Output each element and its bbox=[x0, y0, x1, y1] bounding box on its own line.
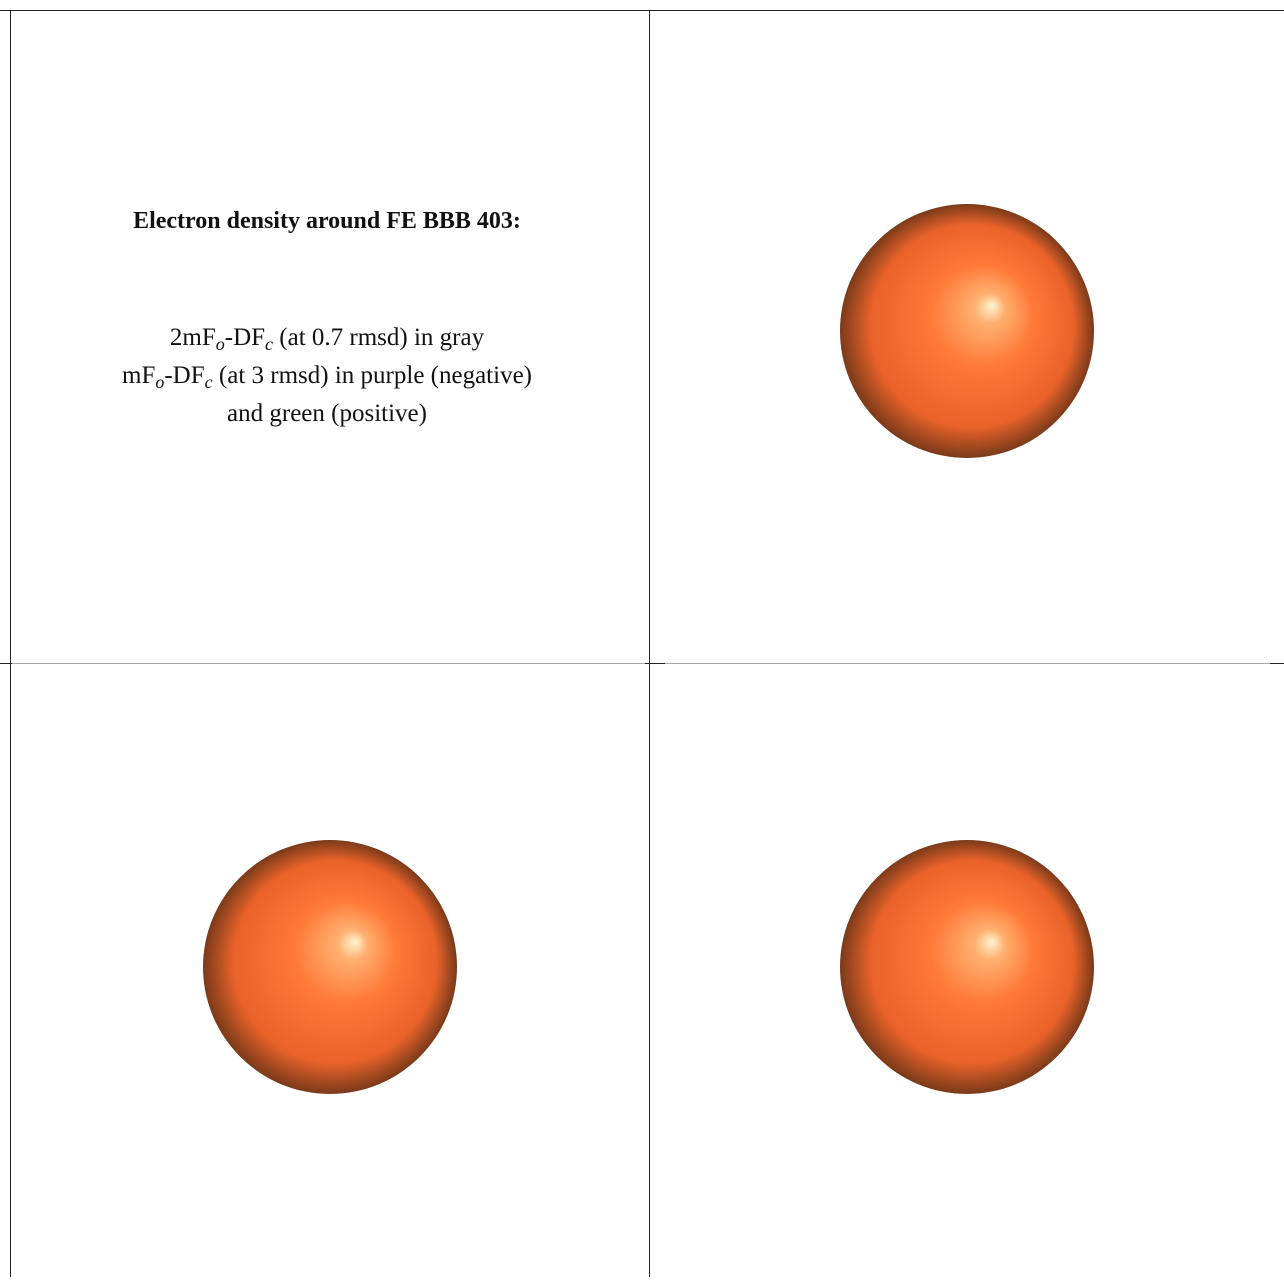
grid-frame bbox=[0, 10, 1284, 1277]
text-segment: (at 3 rmsd) in purple (negative) bbox=[213, 362, 532, 389]
text-segment: 2mF bbox=[170, 324, 216, 351]
subscript: c bbox=[265, 334, 273, 354]
atom-sphere bbox=[840, 840, 1094, 1094]
subscript: c bbox=[205, 372, 213, 392]
legend-line: mFo-DFc (at 3 rmsd) in purple (negative) bbox=[122, 362, 532, 392]
subscript: o bbox=[155, 372, 164, 392]
legend-line: 2mFo-DFc (at 0.7 rmsd) in gray bbox=[170, 324, 485, 354]
text-segment: (at 0.7 rmsd) in gray bbox=[273, 324, 485, 351]
text-segment: mF bbox=[122, 362, 155, 389]
panel-title: Electron density around FE BBB 403: bbox=[133, 208, 521, 234]
atom-sphere bbox=[840, 204, 1094, 458]
text-segment: -DF bbox=[164, 362, 204, 389]
legend-line: and green (positive) bbox=[227, 400, 427, 427]
text-segment: -DF bbox=[225, 324, 265, 351]
text-segment: and green (positive) bbox=[227, 400, 427, 427]
subscript: o bbox=[216, 334, 225, 354]
atom-sphere bbox=[203, 840, 457, 1094]
